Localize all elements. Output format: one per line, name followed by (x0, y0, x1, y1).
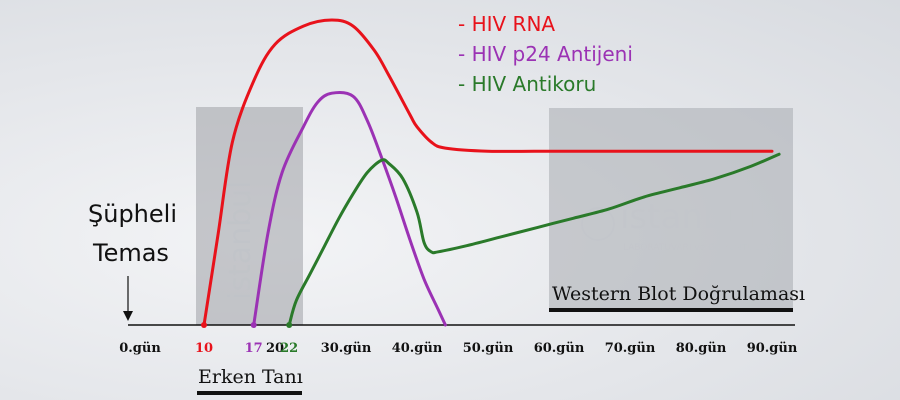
watermark-logo-horizontal: istanbul LABORATUVARI ve GÖRÜNTÜLEME (581, 197, 778, 253)
series-line-hiv-p24 (252, 91, 447, 327)
suspect-contact-label-2: Temas (92, 239, 169, 267)
suspect-contact-label-1: Şüpheli (88, 200, 177, 228)
x-tick-label: 80.gün (676, 341, 727, 356)
x-tick-label: 70.gün (605, 341, 656, 356)
early-diagnosis-window (196, 107, 303, 325)
x-tick-label: 0.gün (119, 341, 161, 356)
legend-item: - HIV RNA (458, 12, 555, 36)
x-tick-label: 50.gün (463, 341, 514, 356)
western-blot-label: Western Blot Doğrulaması (552, 283, 805, 305)
series-line-hiv-antikor (287, 152, 781, 327)
marked-day-label: 17 (245, 341, 263, 356)
watermark-brand-vertical: istanbul (223, 180, 258, 300)
x-axis-ticks: 0.gün 30.gün 40.gün 50.gün 60.gün 70.gün 80.gü… (119, 341, 798, 356)
legend-item: - HIV p24 Antijeni (458, 42, 633, 66)
marked-day-label: 20 (266, 341, 284, 356)
early-diagnosis-label: Erken Tanı (198, 366, 303, 388)
x-tick-label: 30.gün (321, 341, 372, 356)
watermark-brand: istanbul (620, 197, 755, 237)
legend: - HIV RNA - HIV p24 Antijeni - HIV Antikor… (458, 12, 633, 96)
marked-day-label: 10 (195, 341, 213, 356)
watermark-subtitle: LABORATUVARI ve GÖRÜNTÜLEME (623, 242, 778, 253)
x-tick-label: 40.gün (392, 341, 443, 356)
watermark-logo-vertical: istanbul (223, 180, 258, 300)
suspect-contact-arrow-head (123, 311, 133, 321)
series-lines (202, 18, 781, 327)
legend-item: - HIV Antikoru (458, 72, 596, 96)
marked-day-label: 22 (280, 341, 298, 356)
watermark-flask-icon (581, 207, 615, 241)
x-tick-label: 90.gün (747, 341, 798, 356)
series-line-hiv-rna (202, 18, 774, 327)
x-tick-label: 60.gün (534, 341, 585, 356)
